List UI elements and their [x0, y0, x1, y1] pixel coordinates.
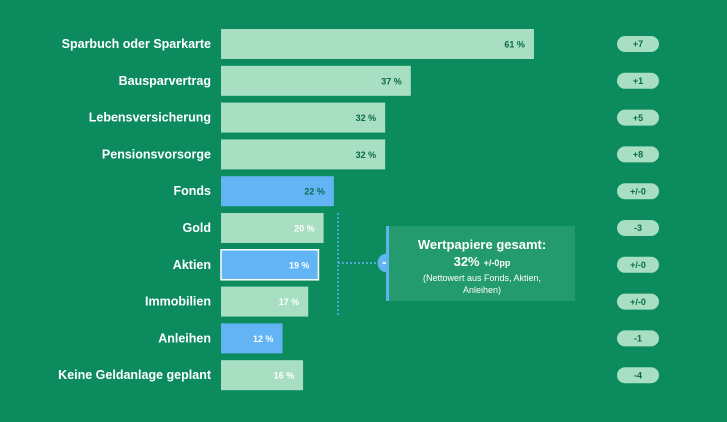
bar-sparbuch-oder-sparkarte [221, 29, 534, 59]
bar-aktien [220, 249, 320, 281]
change-pill-gold [617, 220, 659, 236]
change-label-immobilien: +/-0 [630, 297, 646, 307]
category-label-sparbuch-oder-sparkarte: Sparbuch oder Sparkarte [62, 37, 211, 51]
category-label-gold: Gold [183, 221, 211, 235]
value-label-pensionsvorsorge: 32 % [356, 150, 377, 160]
change-pill-pensionsvorsorge [617, 146, 659, 163]
change-label-gold: -3 [634, 223, 642, 233]
bar-anleihen [221, 323, 283, 354]
change-pill-anleihen [617, 330, 659, 347]
change-pill-sparbuch-oder-sparkarte [617, 36, 659, 52]
callout-note: (Nettowert aus Fonds, Aktien, Anleihen) [422, 273, 542, 295]
change-label-anleihen: -1 [634, 334, 642, 344]
value-label-anleihen: 12 % [253, 334, 274, 344]
change-pill-immobilien [617, 293, 659, 310]
change-pill-lebensversicherung [617, 109, 659, 126]
change-label-lebensversicherung: +5 [633, 113, 643, 123]
value-label-keine-geldanlage-geplant: 16 % [274, 371, 295, 381]
change-label-fonds: +/-0 [630, 186, 646, 196]
value-label-aktien: 19 % [289, 260, 310, 270]
bar-fonds [221, 176, 334, 207]
value-label-fonds: 22 % [304, 187, 325, 197]
bar-pensionsvorsorge [221, 139, 386, 170]
value-label-sparbuch-oder-sparkarte: 61 % [504, 40, 525, 50]
category-label-immobilien: Immobilien [145, 295, 211, 309]
bar-gold [221, 213, 324, 243]
category-label-lebensversicherung: Lebensversicherung [89, 111, 211, 125]
category-label-bausparvertrag: Bausparvertrag [119, 74, 211, 88]
change-pill-aktien [617, 256, 659, 273]
value-label-immobilien: 17 % [279, 297, 300, 307]
bar-immobilien [221, 286, 309, 317]
category-label-aktien: Aktien [173, 258, 211, 272]
value-label-lebensversicherung: 32 % [356, 113, 377, 123]
callout-delta: +/-0pp [483, 258, 511, 268]
change-label-sparbuch-oder-sparkarte: +7 [633, 39, 643, 49]
category-label-keine-geldanlage-geplant: Keine Geldanlage geplant [58, 368, 212, 382]
bar-keine-geldanlage-geplant [221, 360, 304, 391]
callout-value-row: 32% +/-0pp [389, 253, 575, 271]
change-label-bausparvertrag: +1 [633, 76, 643, 86]
change-pill-bausparvertrag [617, 72, 659, 89]
bar-bausparvertrag [221, 65, 411, 96]
securities-total-callout: Wertpapiere gesamt: 32% +/-0pp (Nettowert… [386, 226, 575, 301]
change-pill-keine-geldanlage-geplant [617, 367, 659, 384]
callout-title: Wertpapiere gesamt: [417, 237, 547, 252]
category-label-pensionsvorsorge: Pensionsvorsorge [102, 147, 211, 161]
bar-lebensversicherung [221, 102, 386, 133]
change-label-aktien: +/-0 [630, 260, 646, 270]
change-label-keine-geldanlage-geplant: -4 [634, 370, 642, 380]
change-label-pensionsvorsorge: +8 [633, 150, 643, 160]
change-pill-fonds [617, 183, 659, 200]
category-label-fonds: Fonds [174, 184, 212, 198]
value-label-gold: 20 % [294, 224, 315, 234]
category-label-anleihen: Anleihen [158, 331, 211, 345]
value-label-bausparvertrag: 37 % [381, 76, 402, 86]
callout-value: 32% [453, 254, 480, 269]
